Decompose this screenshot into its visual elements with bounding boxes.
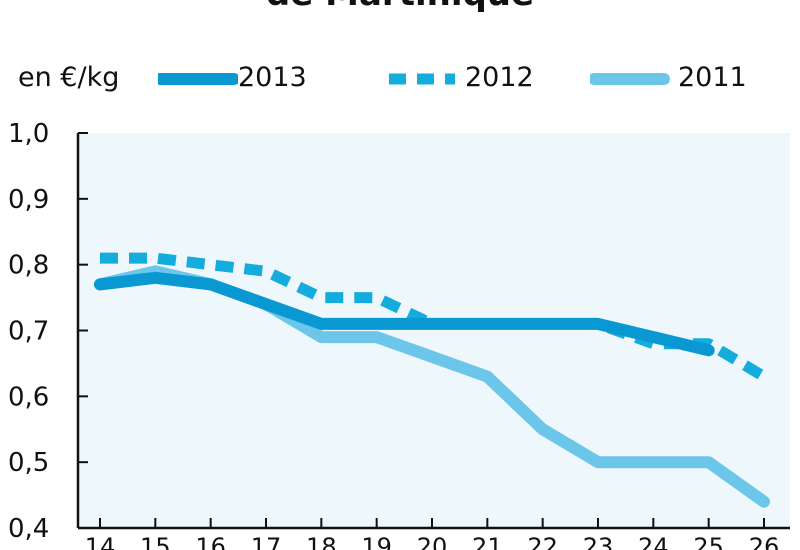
legend-label-2011: 2011: [678, 62, 747, 93]
plot-background: [78, 133, 790, 528]
x-tick-label-8: 22: [527, 533, 558, 550]
legend-label-2013: 2013: [238, 62, 307, 93]
chart-title: de Martinique: [0, 0, 800, 14]
series-line-2013: [94, 271, 715, 357]
y-unit-label: en €/kg: [18, 62, 120, 93]
x-tick-label-1: 15: [140, 533, 171, 550]
x-tick-label-5: 19: [361, 533, 392, 550]
x-tick-label-4: 18: [306, 533, 337, 550]
legend: 2013 2012 2011: [0, 58, 800, 98]
y-tick-label-3: 0,7: [8, 317, 49, 347]
legend-swatch-2011: [590, 73, 670, 85]
y-tick-label-4: 0,6: [8, 382, 49, 412]
legend-item-2011: 2011: [590, 58, 760, 98]
legend-swatch-2012: [389, 73, 455, 85]
x-tick-label-3: 17: [251, 533, 282, 550]
x-tick-label-9: 23: [583, 533, 614, 550]
x-tick-label-11: 25: [693, 533, 724, 550]
x-tick-label-12: 26: [749, 533, 780, 550]
y-tick-label-0: 1,0: [8, 119, 49, 149]
legend-swatch-2013: [158, 73, 238, 85]
legend-item-2012: 2012: [385, 58, 555, 98]
x-tick-label-6: 20: [417, 533, 448, 550]
y-tick-label-6: 0,4: [8, 514, 49, 544]
y-tick-label-1: 0,9: [8, 185, 49, 215]
x-tick-label-10: 24: [638, 533, 669, 550]
x-tick-label-2: 16: [195, 533, 226, 550]
y-tick-label-2: 0,8: [8, 251, 49, 281]
legend-label-2012: 2012: [465, 62, 534, 93]
legend-item-2013: 2013: [158, 58, 318, 98]
x-tick-label-7: 21: [472, 533, 503, 550]
y-tick-label-5: 0,5: [8, 448, 49, 478]
x-tick-label-0: 14: [85, 533, 116, 550]
